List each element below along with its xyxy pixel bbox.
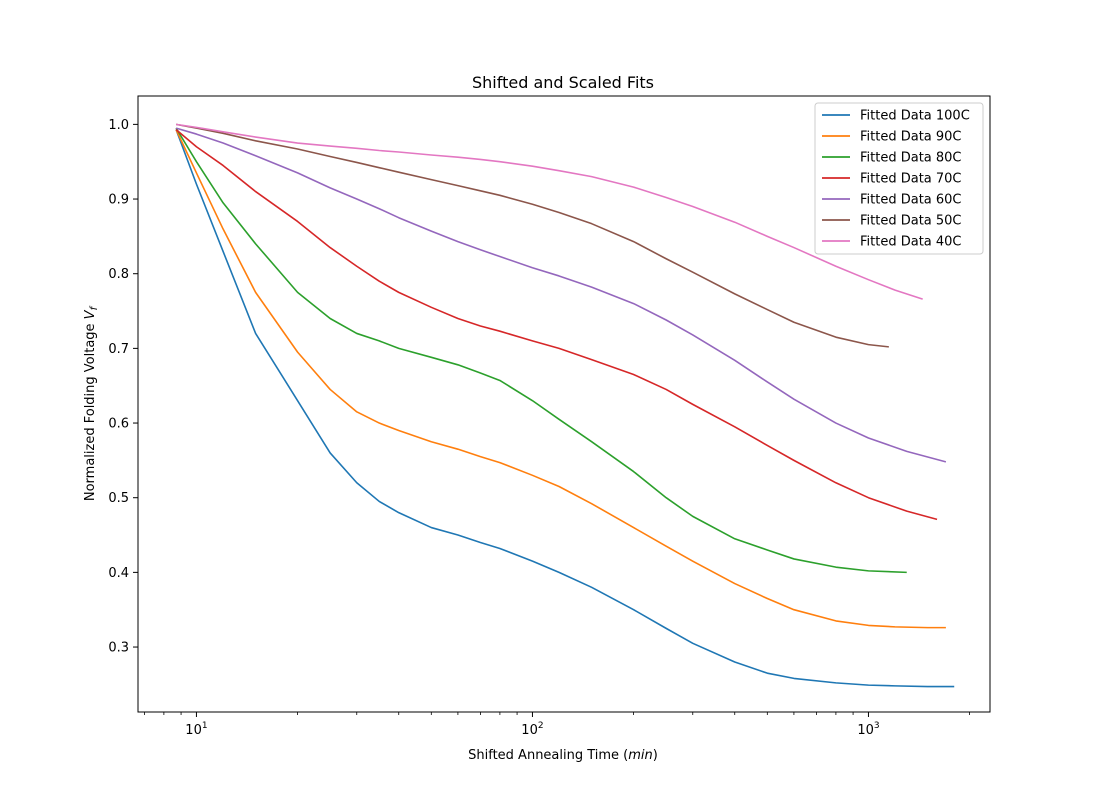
x-tick-label: 101: [185, 721, 207, 738]
plot-lines: [175, 123, 955, 688]
y-tick-label: 0.5: [108, 491, 129, 506]
y-axis: 0.3 0.4 0.5 0.6 0.7 0.8 0.9 1.0: [108, 118, 138, 656]
x-axis-title: Shifted Annealing Time (min): [468, 748, 658, 763]
legend-label: Fitted Data 80C: [860, 151, 962, 166]
y-tick-label: 0.8: [108, 267, 129, 282]
legend-item-4: Fitted Data 60C: [822, 193, 962, 208]
y-tick-label: 0.3: [108, 641, 129, 656]
legend-label: Fitted Data 70C: [860, 172, 962, 187]
series-line-4: [175, 127, 947, 463]
chart-title: Shifted and Scaled Fits: [472, 73, 654, 92]
legend-item-0: Fitted Data 100C: [822, 109, 970, 124]
legend-label: Fitted Data 100C: [860, 109, 970, 124]
legend-item-6: Fitted Data 40C: [822, 235, 962, 250]
legend-item-2: Fitted Data 80C: [822, 151, 962, 166]
legend-box: [814, 102, 984, 255]
legend-label: Fitted Data 60C: [860, 193, 962, 208]
series-line-0: [175, 129, 955, 688]
plot-area-frame: [137, 95, 991, 713]
x-axis: 101 102 103: [143, 712, 971, 738]
legend-item-3: Fitted Data 70C: [822, 172, 962, 187]
series-line-1: [175, 129, 946, 629]
x-tick-label: 102: [521, 721, 543, 738]
y-tick-label: 0.4: [108, 566, 129, 581]
legend-label: Fitted Data 40C: [860, 235, 962, 250]
series-line-3: [175, 128, 938, 521]
legend-label: Fitted Data 50C: [860, 214, 962, 229]
y-tick-label: 1.0: [108, 118, 129, 133]
y-tick-label: 0.6: [108, 417, 129, 432]
legend-item-5: Fitted Data 50C: [822, 214, 962, 229]
y-axis-title: Normalized Folding Voltage Vf: [83, 305, 100, 501]
y-tick-label: 0.7: [108, 342, 129, 357]
x-tick-label: 103: [857, 721, 879, 738]
legend-item-1: Fitted Data 90C: [822, 130, 962, 145]
series-line-6: [176, 123, 923, 300]
y-tick-label: 0.9: [108, 193, 129, 208]
series-line-2: [175, 127, 907, 574]
series-line-5: [175, 123, 889, 348]
legend: Fitted Data 100C Fitted Data 90C Fitted Da…: [814, 102, 984, 255]
legend-label: Fitted Data 90C: [860, 130, 962, 145]
